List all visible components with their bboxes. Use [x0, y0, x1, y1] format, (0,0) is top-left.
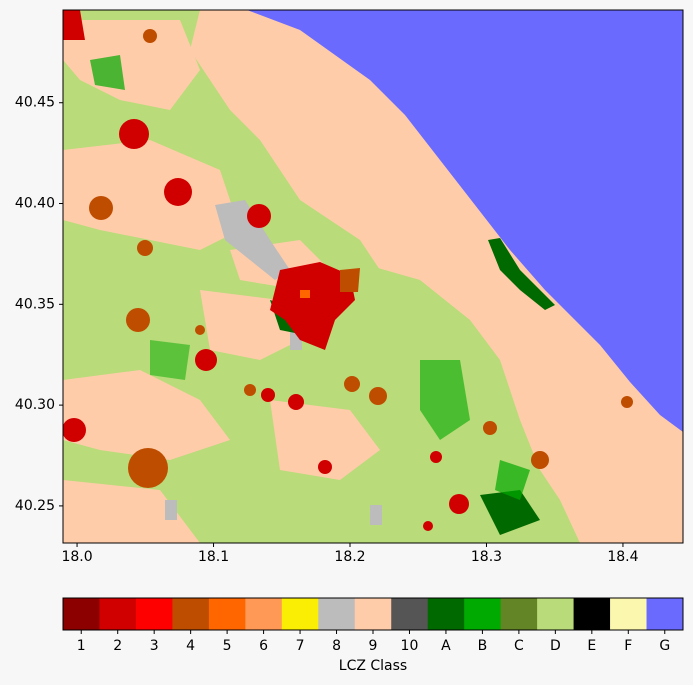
- colorbar-tick-label: A: [441, 638, 451, 654]
- map-frame: [62, 9, 684, 544]
- y-tick-label: 40.35: [15, 296, 55, 312]
- colorbar-tick-label: 9: [369, 638, 378, 654]
- colorbar-swatch: [318, 598, 356, 630]
- y-tick-label: 40.25: [15, 498, 55, 514]
- y-tick-label: 40.40: [15, 196, 55, 212]
- colorbar-tick-label: 8: [332, 638, 341, 654]
- colorbar-tick-label: C: [514, 638, 524, 654]
- colorbar-swatch: [135, 598, 173, 630]
- colorbar-tick-label: 5: [223, 638, 232, 654]
- colorbar-tick-label: 6: [259, 638, 268, 654]
- y-tick-label: 40.30: [15, 397, 55, 413]
- colorbar-swatch: [99, 598, 137, 630]
- colorbar-swatch: [573, 598, 611, 630]
- colorbar-swatch: [646, 598, 684, 630]
- colorbar-tick-label: G: [659, 638, 670, 654]
- colorbar-swatch: [391, 598, 429, 630]
- colorbar-swatch: [500, 598, 538, 630]
- colorbar-tick-label: F: [624, 638, 632, 654]
- y-tick-label: 40.45: [15, 95, 55, 111]
- colorbar-tick-label: 4: [186, 638, 195, 654]
- colorbar-tick-label: 2: [113, 638, 122, 654]
- colorbar-tick-label: E: [587, 638, 596, 654]
- colorbar-swatch: [354, 598, 392, 630]
- colorbar-label: LCZ Class: [339, 658, 407, 674]
- colorbar-tick-label: D: [550, 638, 561, 654]
- colorbar-swatch: [172, 598, 210, 630]
- colorbar-swatch: [537, 598, 575, 630]
- colorbar-tick-label: 3: [150, 638, 159, 654]
- colorbar-tick-label: 1: [77, 638, 86, 654]
- colorbar-swatch: [208, 598, 246, 630]
- x-tick-label: 18.2: [334, 549, 365, 565]
- x-tick-label: 18.1: [198, 549, 229, 565]
- colorbar-swatch: [281, 598, 319, 630]
- colorbar-swatch: [245, 598, 283, 630]
- colorbar-swatch: [63, 598, 100, 630]
- colorbar-tick-label: B: [478, 638, 488, 654]
- colorbar-swatch: [610, 598, 648, 630]
- lcz-map: [63, 10, 683, 543]
- colorbar-swatch: [464, 598, 502, 630]
- colorbar-tick-label: 7: [296, 638, 305, 654]
- colorbar-swatch: [427, 598, 465, 630]
- x-tick-label: 18.0: [61, 549, 92, 565]
- x-tick-label: 18.4: [607, 549, 638, 565]
- colorbar-frame: [62, 597, 684, 631]
- colorbar-tick-label: 10: [401, 638, 419, 654]
- x-tick-label: 18.3: [471, 549, 502, 565]
